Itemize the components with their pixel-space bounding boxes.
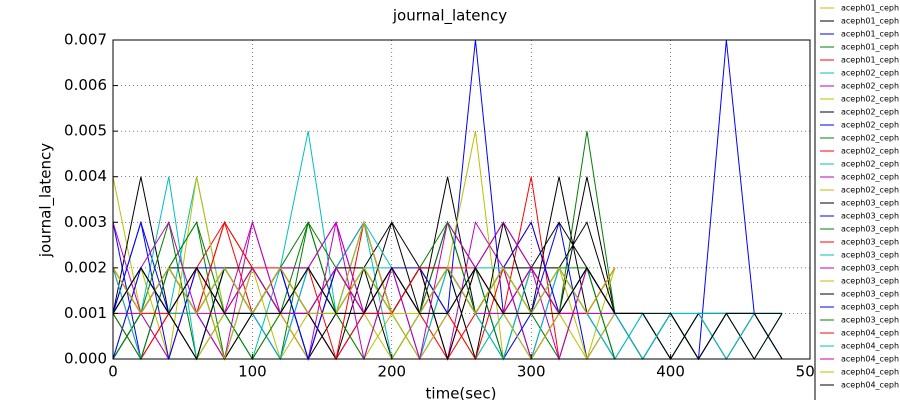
- series-line: [112, 220, 616, 361]
- legend-label: aceph03_ceph: [841, 264, 899, 273]
- legend-label: aceph01_ceph: [841, 4, 899, 13]
- legend-label: aceph03_ceph: [841, 238, 899, 247]
- legend-label: aceph02_ceph: [841, 173, 899, 182]
- legend-label: aceph02_ceph: [841, 82, 899, 91]
- series-line: [112, 131, 616, 361]
- legend-label: aceph03_ceph: [841, 303, 899, 312]
- legend-label: aceph02_ceph: [841, 134, 899, 143]
- y-tick-label: 0.003: [64, 213, 107, 231]
- y-axis-label: journal_latency: [37, 143, 56, 258]
- series-line: [112, 221, 783, 361]
- x-tick-label: 0: [108, 363, 118, 381]
- series-line: [112, 221, 616, 361]
- series-line: [112, 221, 616, 361]
- legend-label: aceph04_ceph: [841, 355, 899, 364]
- legend-label: aceph04_ceph: [841, 342, 899, 351]
- y-tick-label: 0.006: [64, 76, 107, 94]
- x-tick-label: 300: [517, 363, 546, 381]
- series-line: [112, 220, 616, 361]
- lines: [112, 39, 783, 361]
- legend-label: aceph03_ceph: [841, 212, 899, 221]
- legend-label: aceph03_ceph: [841, 225, 899, 234]
- legend-label: aceph02_ceph: [841, 186, 899, 195]
- series-line: [112, 220, 616, 361]
- y-tick-label: 0.004: [64, 167, 107, 185]
- series-line: [112, 131, 616, 361]
- legend-label: aceph02_ceph: [841, 95, 899, 104]
- chart-title: journal_latency: [392, 7, 507, 26]
- legend-label: aceph04_ceph: [841, 381, 899, 390]
- series-line: [112, 221, 783, 361]
- legend-label: aceph03_ceph: [841, 199, 899, 208]
- legend-label: aceph03_ceph: [841, 290, 899, 299]
- legend-label: aceph02_ceph: [841, 121, 899, 130]
- legend-label: aceph02_ceph: [841, 69, 899, 78]
- x-axis-label: time(sec): [426, 385, 497, 400]
- legend-label: aceph02_ceph: [841, 108, 899, 117]
- series-line: [112, 221, 783, 361]
- y-tick-label: 0.002: [64, 258, 107, 276]
- y-tick-label: 0.000: [64, 350, 107, 368]
- series-line: [112, 39, 616, 361]
- legend-label: aceph03_ceph: [841, 277, 899, 286]
- plot-frame: [112, 39, 811, 360]
- legend-label: aceph01_ceph: [841, 30, 899, 39]
- x-tick-label: 200: [377, 363, 406, 381]
- y-tick-label: 0.007: [64, 31, 107, 49]
- series-line: [112, 221, 616, 361]
- series-line: [112, 221, 616, 361]
- legend-label: aceph02_ceph: [841, 160, 899, 169]
- legend-label: aceph01_ceph: [841, 17, 899, 26]
- series-line: [112, 220, 616, 361]
- series-line: [112, 131, 783, 361]
- x-tick-label: 400: [656, 363, 685, 381]
- y-tick-label: 0.005: [64, 122, 107, 140]
- legend-label: aceph03_ceph: [841, 251, 899, 260]
- y-tick-label: 0.001: [64, 304, 107, 322]
- ticks: 0 100 200 300 400 5000.0000.0010.0020.0030.00…: [64, 31, 824, 381]
- legend-label: aceph04_ceph: [841, 368, 899, 377]
- series-line: [112, 220, 616, 361]
- legend-label: aceph01_ceph: [841, 43, 899, 52]
- series-line: [112, 221, 616, 361]
- legend-label: aceph02_ceph: [841, 147, 899, 156]
- legend-label: aceph04_ceph: [841, 329, 899, 338]
- series-line: [112, 266, 783, 360]
- legend: aceph01_cephaceph01_cephaceph01_cephacep…: [820, 4, 899, 390]
- legend-label: aceph03_ceph: [841, 316, 899, 325]
- x-tick-label: 100: [238, 363, 267, 381]
- legend-label: aceph01_ceph: [841, 56, 899, 65]
